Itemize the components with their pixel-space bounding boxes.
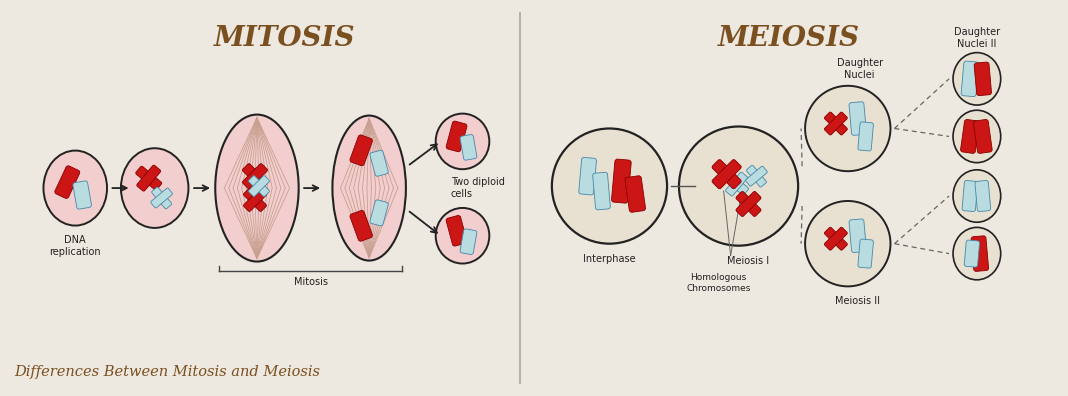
FancyBboxPatch shape bbox=[745, 166, 767, 186]
FancyBboxPatch shape bbox=[724, 173, 749, 195]
FancyBboxPatch shape bbox=[971, 236, 989, 271]
FancyBboxPatch shape bbox=[370, 200, 389, 226]
FancyBboxPatch shape bbox=[712, 160, 741, 189]
FancyBboxPatch shape bbox=[824, 227, 847, 250]
Text: Meiosis I: Meiosis I bbox=[727, 255, 770, 266]
FancyBboxPatch shape bbox=[849, 102, 866, 135]
FancyBboxPatch shape bbox=[961, 61, 978, 97]
Ellipse shape bbox=[805, 86, 891, 171]
FancyBboxPatch shape bbox=[736, 191, 761, 217]
FancyBboxPatch shape bbox=[249, 175, 269, 196]
Ellipse shape bbox=[44, 150, 107, 226]
FancyBboxPatch shape bbox=[612, 159, 631, 203]
Ellipse shape bbox=[436, 208, 489, 263]
Ellipse shape bbox=[953, 110, 1001, 163]
FancyBboxPatch shape bbox=[151, 188, 173, 208]
FancyBboxPatch shape bbox=[73, 181, 92, 209]
Ellipse shape bbox=[552, 128, 668, 244]
FancyBboxPatch shape bbox=[824, 112, 847, 135]
FancyBboxPatch shape bbox=[824, 112, 847, 135]
FancyBboxPatch shape bbox=[858, 239, 874, 268]
FancyBboxPatch shape bbox=[858, 122, 874, 151]
FancyBboxPatch shape bbox=[712, 160, 741, 189]
FancyBboxPatch shape bbox=[350, 135, 373, 166]
FancyBboxPatch shape bbox=[747, 165, 767, 187]
Text: Daughter
Nuclei II: Daughter Nuclei II bbox=[954, 27, 1000, 49]
FancyBboxPatch shape bbox=[973, 120, 992, 153]
Text: DNA
replication: DNA replication bbox=[49, 236, 101, 257]
FancyBboxPatch shape bbox=[960, 120, 979, 153]
FancyBboxPatch shape bbox=[849, 219, 866, 253]
Ellipse shape bbox=[953, 53, 1001, 105]
Ellipse shape bbox=[216, 114, 299, 261]
FancyBboxPatch shape bbox=[242, 164, 267, 189]
FancyBboxPatch shape bbox=[974, 62, 991, 95]
Ellipse shape bbox=[679, 126, 798, 246]
FancyBboxPatch shape bbox=[579, 157, 596, 195]
Ellipse shape bbox=[332, 116, 406, 261]
FancyBboxPatch shape bbox=[962, 181, 977, 211]
Text: Two diploid
cells: Two diploid cells bbox=[451, 177, 504, 199]
FancyBboxPatch shape bbox=[725, 172, 748, 196]
FancyBboxPatch shape bbox=[249, 175, 269, 196]
Ellipse shape bbox=[121, 148, 188, 228]
FancyBboxPatch shape bbox=[625, 176, 645, 212]
FancyBboxPatch shape bbox=[446, 121, 467, 152]
FancyBboxPatch shape bbox=[242, 164, 267, 189]
FancyBboxPatch shape bbox=[824, 227, 847, 250]
FancyBboxPatch shape bbox=[460, 135, 476, 160]
FancyBboxPatch shape bbox=[446, 215, 467, 246]
FancyBboxPatch shape bbox=[370, 150, 389, 176]
Text: Daughter
Nuclei: Daughter Nuclei bbox=[836, 58, 883, 80]
Ellipse shape bbox=[953, 170, 1001, 222]
FancyBboxPatch shape bbox=[975, 181, 991, 211]
FancyBboxPatch shape bbox=[136, 166, 161, 190]
Text: Mitosis: Mitosis bbox=[294, 278, 328, 287]
Ellipse shape bbox=[436, 114, 489, 169]
Text: MEIOSIS: MEIOSIS bbox=[718, 25, 860, 52]
FancyBboxPatch shape bbox=[593, 172, 610, 210]
FancyBboxPatch shape bbox=[460, 229, 476, 255]
FancyBboxPatch shape bbox=[736, 191, 761, 217]
Ellipse shape bbox=[805, 201, 891, 286]
FancyBboxPatch shape bbox=[137, 165, 160, 191]
Ellipse shape bbox=[953, 227, 1001, 280]
Text: Meiosis II: Meiosis II bbox=[835, 296, 880, 306]
FancyBboxPatch shape bbox=[244, 188, 267, 211]
FancyBboxPatch shape bbox=[244, 188, 267, 211]
Text: Differences Between Mitosis and Meiosis: Differences Between Mitosis and Meiosis bbox=[14, 365, 320, 379]
Text: MITOSIS: MITOSIS bbox=[214, 25, 356, 52]
FancyBboxPatch shape bbox=[54, 166, 80, 198]
FancyBboxPatch shape bbox=[964, 240, 979, 267]
Text: Homologous
Chromosomes: Homologous Chromosomes bbox=[687, 274, 751, 293]
FancyBboxPatch shape bbox=[350, 210, 373, 241]
FancyBboxPatch shape bbox=[152, 187, 172, 209]
Text: Interphase: Interphase bbox=[583, 253, 635, 264]
